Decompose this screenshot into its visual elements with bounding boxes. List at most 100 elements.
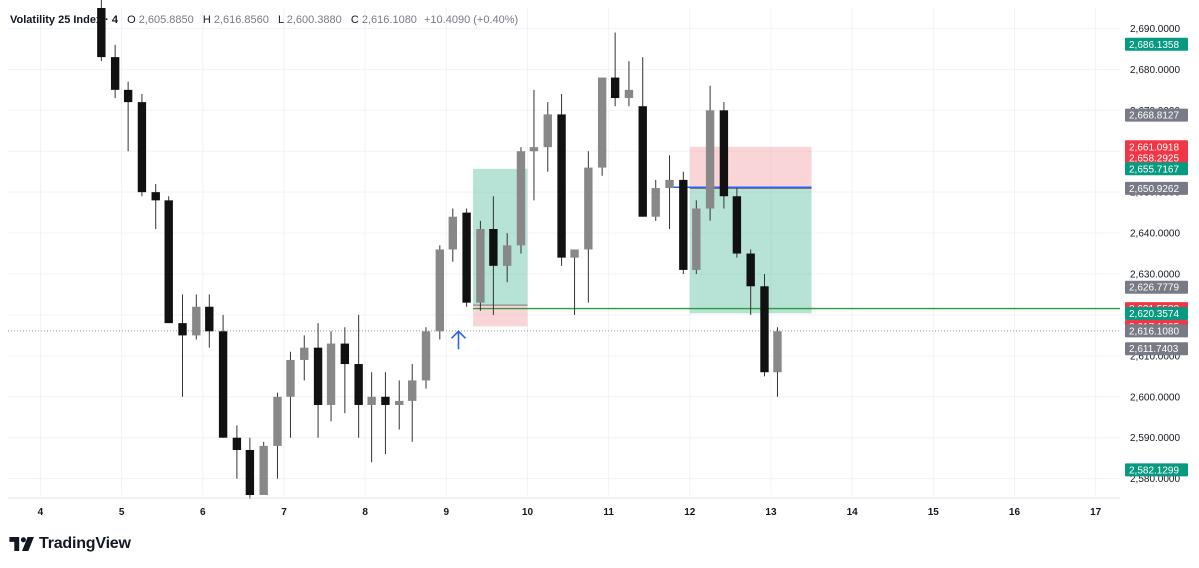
candle <box>516 147 526 254</box>
price-tag-label: 2,650.9262 <box>1129 184 1179 195</box>
candle <box>286 351 295 438</box>
candlestick-chart[interactable]: 2,580.0000 2,590.0000 2,600.0000 2,610.0000… <box>0 0 1199 530</box>
candle <box>326 331 336 422</box>
price-tag-bg <box>1125 37 1188 51</box>
time-tick-label: 4 <box>38 507 44 518</box>
price-tag-label: 2,611.7403 <box>1129 344 1179 355</box>
price-tag-label: 2,626.7779 <box>1129 283 1179 294</box>
candle <box>557 93 566 266</box>
candle-body <box>232 437 242 450</box>
candle <box>232 425 242 479</box>
entry-arrow <box>450 330 467 350</box>
candle <box>110 44 120 99</box>
candle-body <box>597 77 607 168</box>
candle <box>245 437 255 500</box>
price-tag: 2,626.7779 <box>1125 280 1188 294</box>
price-axis[interactable]: 2,580.0000 2,590.0000 2,600.0000 2,610.0000… <box>1130 24 1180 485</box>
candle <box>570 249 579 315</box>
change-value: +10.4090 (+0.40%) <box>424 14 519 26</box>
price-tag-label: 2,620.3574 <box>1129 309 1179 320</box>
price-tag-bg <box>1125 162 1188 176</box>
price-tag: 2,582.1299 <box>1125 463 1188 477</box>
tradingview-brand[interactable]: TradingView <box>9 535 131 553</box>
candle <box>476 220 485 311</box>
candle-body <box>164 200 173 324</box>
time-tick-label: 16 <box>1009 507 1021 518</box>
price-tag-label: 2,582.1299 <box>1129 465 1179 476</box>
candle <box>543 102 552 172</box>
candle <box>610 32 620 107</box>
candle-body <box>435 249 445 332</box>
price-tag: 2,658.2925 <box>1125 151 1188 165</box>
candle-body <box>502 245 512 266</box>
price-tag-bg <box>1125 463 1188 477</box>
candle-body <box>205 306 214 332</box>
price-tag-bg <box>1125 280 1188 294</box>
candle-body <box>543 114 552 148</box>
candle-body <box>462 212 471 303</box>
price-tag-label: 2,686.1358 <box>1129 40 1179 51</box>
price-tag-bg <box>1125 140 1188 154</box>
tradingview-logo-icon <box>9 537 34 551</box>
price-tick-label: 2,580.0000 <box>1130 474 1180 485</box>
candle <box>624 61 634 107</box>
candle <box>367 372 376 463</box>
candle <box>340 327 350 414</box>
candle <box>97 0 106 62</box>
time-tick-label: 8 <box>362 507 368 518</box>
price-tick-label: 2,610.0000 <box>1130 351 1180 362</box>
candle <box>584 151 593 303</box>
candle <box>638 57 647 217</box>
candle-body <box>476 228 485 303</box>
candle <box>773 327 782 397</box>
candle-body <box>448 216 457 250</box>
price-tag: 2,668.8127 <box>1125 108 1188 122</box>
candle-body <box>638 106 647 217</box>
price-tag: 2,650.9262 <box>1125 181 1188 195</box>
candle <box>123 81 133 152</box>
candle <box>489 196 498 315</box>
arrow-head <box>450 330 467 339</box>
price-tag: 2,616.1080 <box>1125 324 1188 338</box>
candle-body <box>529 147 539 152</box>
price-tag: 2,611.7403 <box>1125 342 1188 356</box>
candle-body <box>110 57 120 90</box>
high-value: 2,616.8560 <box>213 14 269 26</box>
candle-body <box>610 77 620 99</box>
candle-body <box>218 331 228 438</box>
time-tick-label: 9 <box>444 507 450 518</box>
price-tick-label: 2,680.0000 <box>1130 65 1180 76</box>
candle-body <box>123 89 133 103</box>
candle-body <box>273 396 282 446</box>
high-label: H <box>202 14 211 26</box>
price-tag-label: 2,655.7167 <box>1129 164 1179 175</box>
candle <box>435 245 445 340</box>
price-tag-label: 2,658.2925 <box>1129 154 1179 165</box>
candle <box>651 179 660 221</box>
candle-body <box>381 396 390 405</box>
candle <box>408 364 417 442</box>
candle-body <box>719 110 729 197</box>
price-tag-label: 2,661.0918 <box>1129 142 1179 153</box>
candle <box>273 392 282 479</box>
time-tick-label: 14 <box>847 507 859 518</box>
price-tag: 2,686.1358 <box>1125 37 1188 51</box>
candle-body <box>705 110 715 209</box>
candle <box>665 155 674 229</box>
price-tags: 2,686.1358 2,668.8127 2,661.09182,658.2925… <box>1125 37 1188 477</box>
candle-body <box>367 396 376 405</box>
candle-body <box>570 249 579 258</box>
candle-body <box>746 253 755 287</box>
price-tag-bg <box>1125 108 1188 122</box>
candle-body <box>408 380 417 401</box>
open-value: 2,605.8850 <box>138 14 194 26</box>
symbol-name[interactable]: Volatility 25 Index · 4 <box>10 14 118 26</box>
candle <box>354 314 363 438</box>
price-tag-bg <box>1125 181 1188 195</box>
candle <box>529 89 539 201</box>
price-tag-label: 2,616.1080 <box>1129 326 1179 337</box>
time-tick-label: 17 <box>1090 507 1102 518</box>
price-tick-label: 2,630.0000 <box>1130 270 1180 281</box>
price-tick-label: 2,640.0000 <box>1130 229 1180 240</box>
time-axis[interactable]: 4 5 6 7 8 9 10 11 12 13 14 15 16 17 <box>8 497 1120 518</box>
